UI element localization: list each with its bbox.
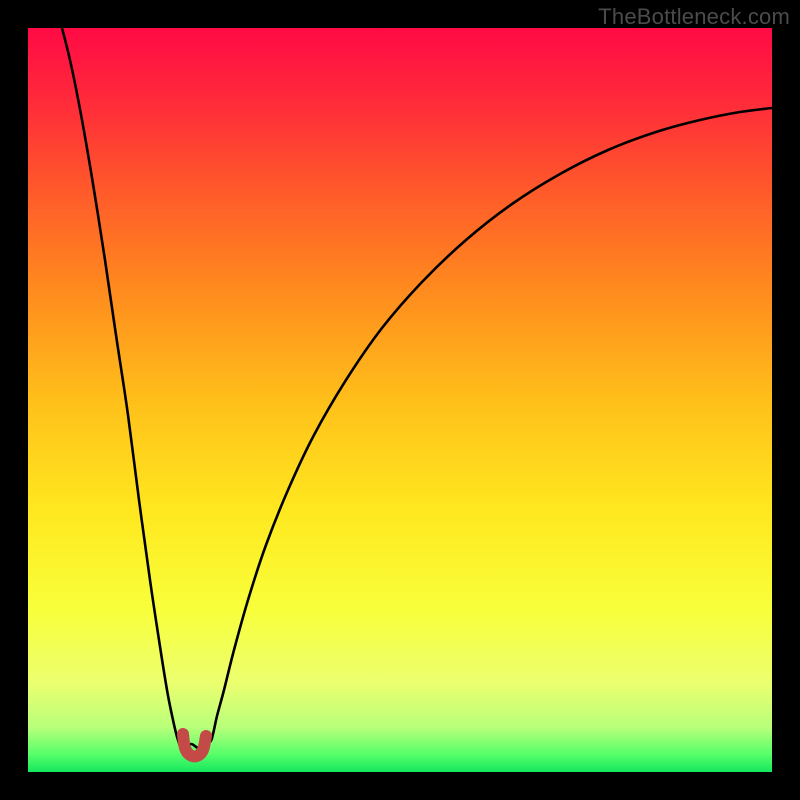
plot-svg: [0, 0, 800, 800]
chart-container: TheBottleneck.com: [0, 0, 800, 800]
gradient-background: [28, 28, 772, 772]
watermark-text: TheBottleneck.com: [598, 4, 790, 30]
